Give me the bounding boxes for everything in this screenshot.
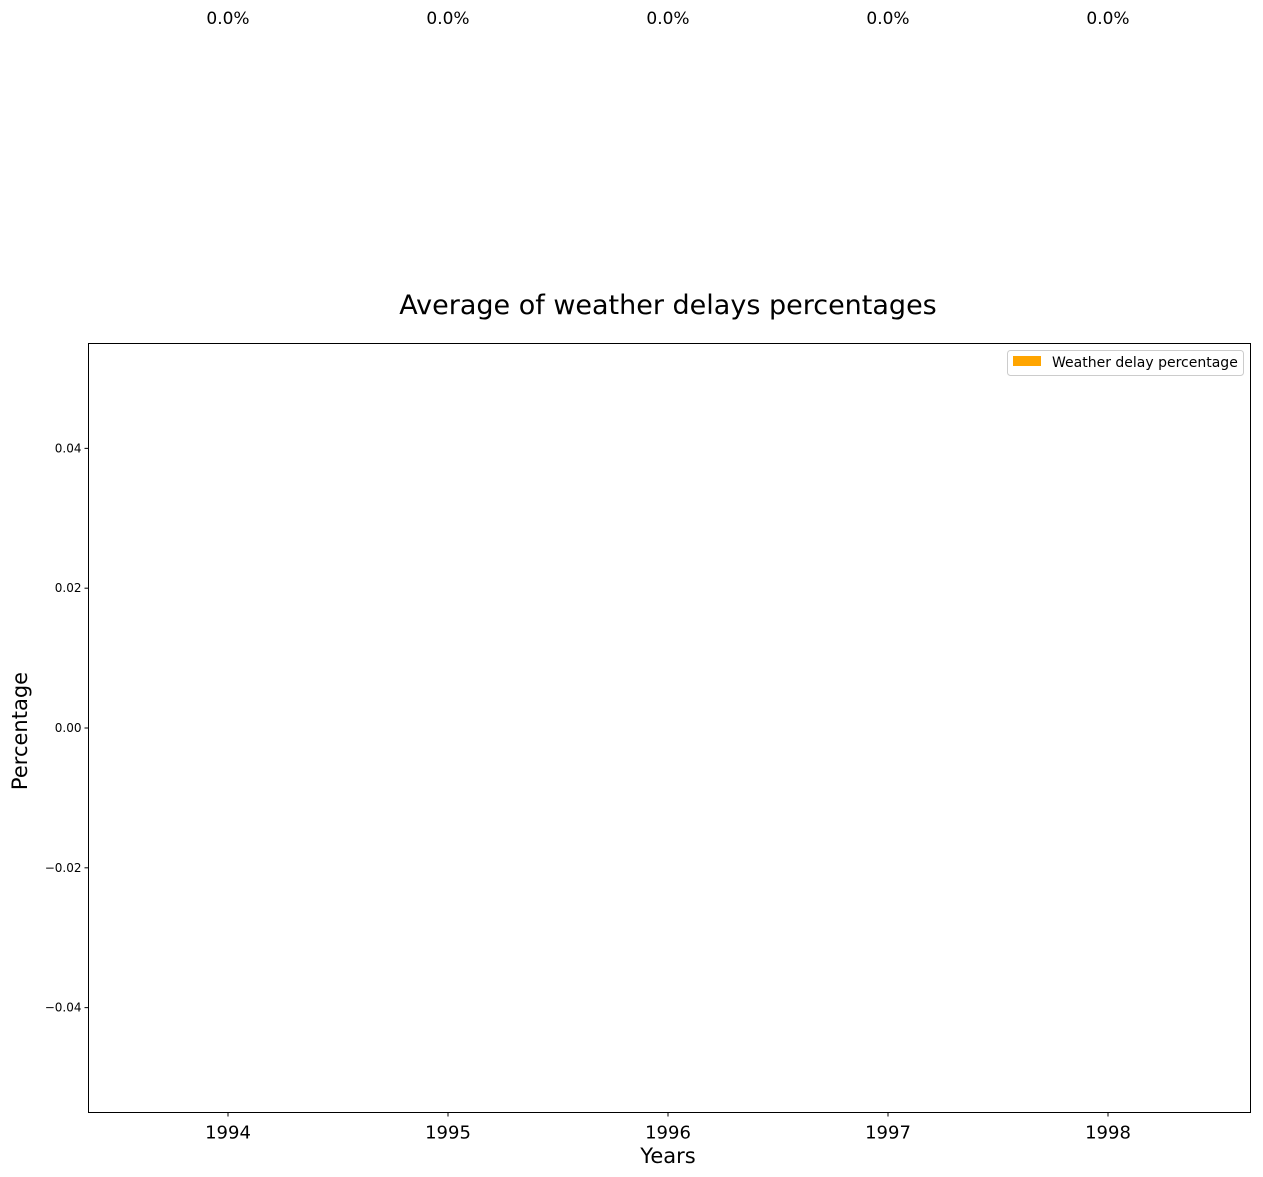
plot-area-frame [88, 343, 1251, 1113]
x-axis-title: Years [639, 1144, 695, 1168]
legend-label: Weather delay percentage [1052, 355, 1238, 371]
data-label-1996: 0.0% [646, 9, 689, 29]
data-label-1997: 0.0% [866, 9, 909, 29]
y-tick-label: 0.02 [55, 581, 82, 595]
y-tick-label: −0.04 [45, 1001, 82, 1015]
x-tick-label: 1997 [865, 1123, 911, 1144]
legend: Weather delay percentage [1007, 350, 1244, 376]
y-axis-ticks: −0.04 −0.02 0.00 0.02 0.04 [45, 441, 89, 1015]
x-tick-label: 1998 [1085, 1123, 1131, 1144]
data-label-1995: 0.0% [426, 9, 469, 29]
chart-title: Average of weather delays percentages [399, 290, 937, 321]
x-tick-label: 1995 [425, 1123, 471, 1144]
y-tick-label: −0.02 [45, 861, 82, 875]
data-label-1998: 0.0% [1086, 9, 1129, 29]
x-tick-label: 1994 [205, 1123, 251, 1144]
y-tick-label: 0.00 [55, 721, 82, 735]
y-tick-label: 0.04 [55, 441, 82, 455]
y-axis-title: Percentage [8, 672, 32, 790]
legend-box [1007, 350, 1244, 376]
data-labels-group: 0.0% 0.0% 0.0% 0.0% 0.0% [206, 9, 1129, 29]
legend-swatch [1013, 356, 1041, 366]
x-axis-ticks: 1994 1995 1996 1997 1998 [205, 1112, 1131, 1144]
x-tick-label: 1996 [645, 1123, 691, 1144]
data-label-1994: 0.0% [206, 9, 249, 29]
